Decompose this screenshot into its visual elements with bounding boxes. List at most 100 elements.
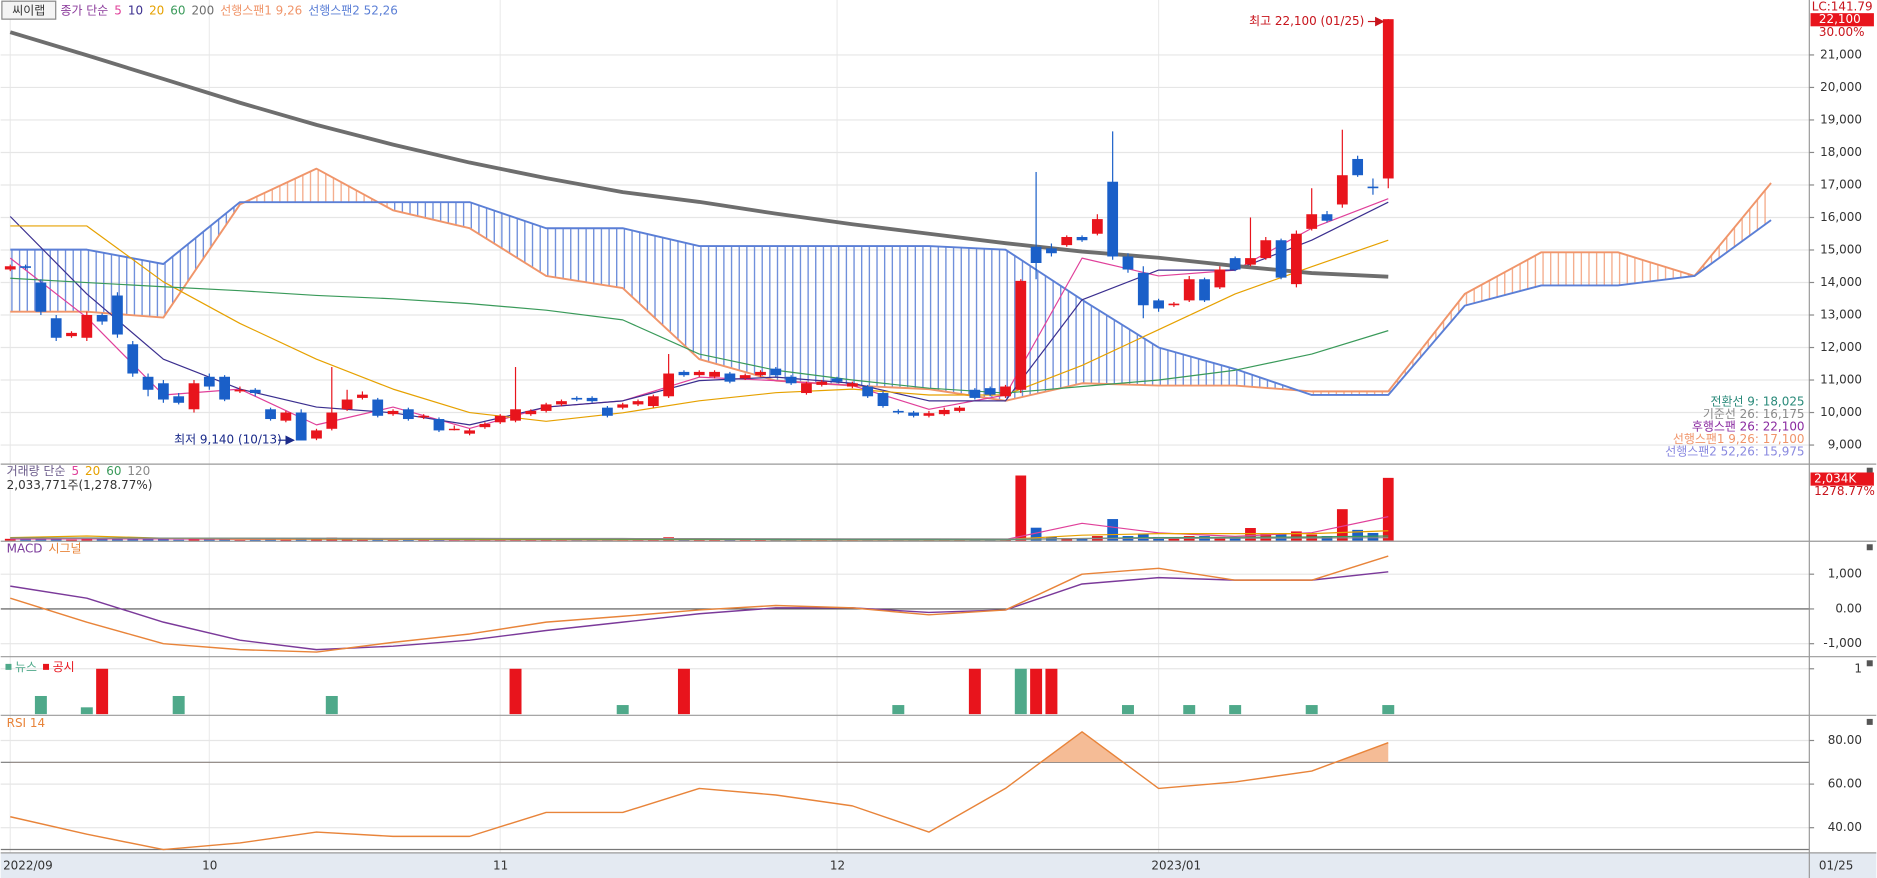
legend-entry: 20 xyxy=(85,464,100,478)
candle-body xyxy=(846,383,858,387)
candle-body xyxy=(709,371,720,377)
candle-body xyxy=(1030,246,1042,263)
candle-body xyxy=(923,413,935,416)
date-axis-band xyxy=(0,852,1877,878)
volume-bar xyxy=(1229,537,1241,541)
candle-body xyxy=(1352,158,1364,176)
volume-bar xyxy=(311,539,322,541)
candle-body xyxy=(831,378,843,382)
panel-button[interactable] xyxy=(1866,544,1873,551)
indicator-line xyxy=(10,555,1389,653)
candle-body xyxy=(1382,19,1394,179)
candle-body xyxy=(969,389,981,398)
volume-bar xyxy=(892,540,904,541)
legend-entry: 공시 xyxy=(53,660,75,674)
volume-ratio-label: 1278.77% xyxy=(1814,484,1875,498)
candle-body xyxy=(693,371,705,376)
x-tick-label: 11 xyxy=(493,859,508,873)
volume-bar xyxy=(387,540,399,541)
candle-body xyxy=(1367,186,1379,189)
y-tick-label: 11,000 xyxy=(1820,373,1862,387)
event-bar xyxy=(1014,668,1027,715)
legend-entry: 시그널 xyxy=(48,542,81,556)
cloud-hatch xyxy=(1082,299,1159,386)
candle-body xyxy=(4,266,16,270)
event-bar xyxy=(1121,705,1134,715)
volume-bar xyxy=(20,539,31,541)
event-bar xyxy=(96,668,109,715)
candle-body xyxy=(387,410,399,415)
volume-bar xyxy=(1061,538,1073,541)
cloud-hatch xyxy=(393,202,470,229)
high-annotation: 최고 22,100 (01/25) xyxy=(1249,14,1364,28)
panel-button[interactable] xyxy=(1866,467,1873,474)
y-tick-label: 15,000 xyxy=(1820,242,1862,256)
volume-bar xyxy=(1168,538,1180,541)
volume-bar xyxy=(464,540,475,541)
volume-bar xyxy=(142,538,154,541)
indicator-info: 선행스팬2 52,26: 15,975 xyxy=(1665,444,1804,459)
cloud-hatch xyxy=(852,246,929,390)
event-bar xyxy=(80,707,93,715)
legend-entry: 선행스팬2 52,26 xyxy=(308,2,398,17)
y-tick-label: 17,000 xyxy=(1820,177,1862,191)
legend-entry: 거래량 단순 xyxy=(7,464,66,478)
candle-body xyxy=(1245,258,1256,265)
candle-body xyxy=(295,412,307,441)
legend-entry: 200 xyxy=(191,3,214,17)
indicator-line xyxy=(10,571,1389,651)
volume-bar xyxy=(1245,528,1256,541)
cloud-hatch xyxy=(699,246,776,381)
panel-button[interactable] xyxy=(1866,718,1873,725)
candle-body xyxy=(157,383,169,400)
volume-bar xyxy=(203,539,215,541)
candle-body xyxy=(188,383,200,410)
volume-bar xyxy=(372,539,384,541)
volume-bar xyxy=(709,539,720,541)
volume-bar xyxy=(96,539,108,541)
candle-body xyxy=(35,282,47,312)
candle-body xyxy=(724,373,736,382)
candle-body xyxy=(234,389,246,392)
y-tick-label: -1,000 xyxy=(1823,636,1862,650)
symbol-name[interactable]: 씨이랩 xyxy=(12,3,45,17)
volume-bar xyxy=(571,540,583,541)
y-tick-label: 12,000 xyxy=(1820,340,1862,354)
symbol-button[interactable] xyxy=(1,0,57,20)
legend-swatch xyxy=(5,663,12,670)
panel-button[interactable] xyxy=(1866,660,1873,667)
low-annotation: 최저 9,140 (10/13) xyxy=(174,433,282,447)
candle-body xyxy=(816,381,828,385)
volume-bar xyxy=(219,539,230,541)
candle-body xyxy=(464,430,475,434)
y-tick-label: 19,000 xyxy=(1820,112,1862,126)
volume-bar xyxy=(816,540,828,541)
volume-bar xyxy=(1352,529,1364,541)
legend-entry: MACD xyxy=(7,542,43,556)
volume-bar xyxy=(265,539,276,541)
event-bar xyxy=(968,668,981,715)
candle-body xyxy=(1000,386,1011,397)
volume-bar xyxy=(923,540,935,541)
change-label: 30.00% xyxy=(1819,25,1865,39)
candle-body xyxy=(479,423,491,428)
event-bar xyxy=(172,695,185,715)
candle-body xyxy=(1122,256,1134,270)
legend-entry: 120 xyxy=(127,464,150,478)
indicator-info: 후행스팬 26: 22,100 xyxy=(1692,419,1805,434)
y-tick-label: 16,000 xyxy=(1820,210,1862,224)
volume-bar xyxy=(617,540,629,541)
y-tick-label: 14,000 xyxy=(1820,275,1862,289)
candle-body xyxy=(663,373,675,397)
legend-entry: 뉴스 xyxy=(15,660,37,674)
legend-entry: 5 xyxy=(114,3,122,17)
cloud-hatch xyxy=(1541,252,1618,286)
volume-average-line xyxy=(10,537,1389,540)
legend-entry: RSI 14 xyxy=(7,716,45,730)
volume-bar xyxy=(1107,519,1119,541)
y-tick-label: 1,000 xyxy=(1828,567,1862,581)
candle-body xyxy=(770,368,782,376)
volume-bar xyxy=(831,540,843,541)
candle-body xyxy=(647,396,659,407)
volume-bar xyxy=(173,539,185,541)
